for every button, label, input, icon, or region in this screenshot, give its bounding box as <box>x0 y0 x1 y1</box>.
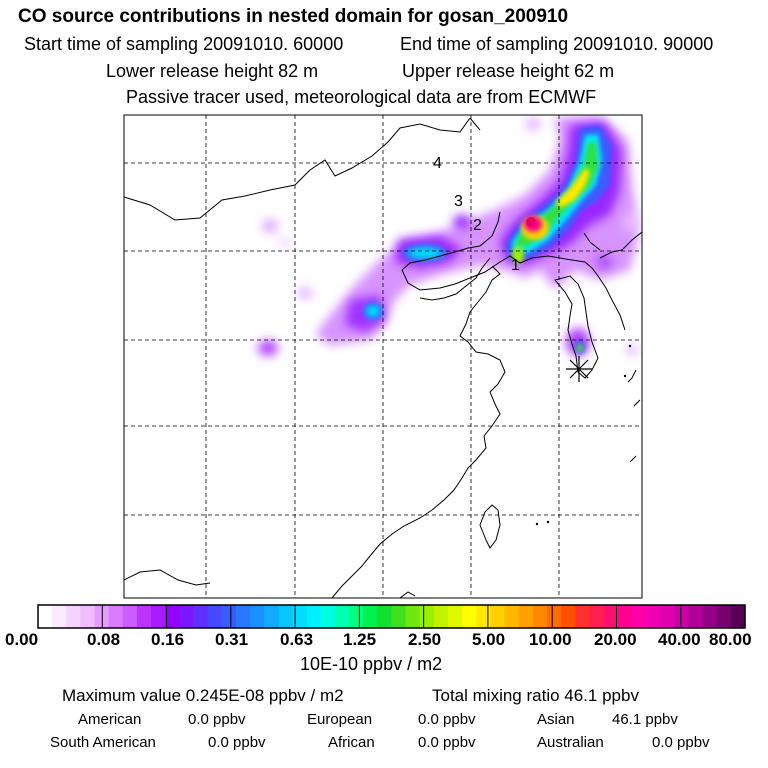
tracer-note: Passive tracer used, meteorological data… <box>126 87 597 107</box>
colorbar-cell <box>221 605 237 628</box>
colorbar-cell <box>448 605 463 628</box>
colorbar-cell <box>108 605 124 628</box>
region-name: African <box>328 734 375 751</box>
tick-label: 5.00 <box>472 630 506 649</box>
region-value: 0.0 ppbv <box>418 734 476 751</box>
colorbar-cell <box>66 605 82 628</box>
colorbar-cell <box>38 605 53 628</box>
region-name: American <box>78 711 142 728</box>
tick-label: 80.00 <box>709 630 752 649</box>
colorbar-cell <box>504 605 520 628</box>
colorbar-cell <box>532 605 548 628</box>
colorbar-cell <box>730 605 746 628</box>
tick-label: 0.08 <box>87 630 121 649</box>
tick-label: 1.25 <box>343 630 377 649</box>
tick-label: 2.50 <box>408 630 442 649</box>
region-value: 0.0 ppbv <box>652 734 710 751</box>
colorbar-cell <box>179 605 195 628</box>
marker-1: 1 <box>511 257 520 274</box>
colorbar-cell <box>136 605 152 628</box>
colorbar-cell <box>660 605 675 628</box>
colorbar-cell <box>363 605 378 628</box>
colorbar-cell <box>716 605 732 628</box>
start-time-label: Start time of sampling 20091010. 60000 <box>24 34 344 54</box>
colorbar-cell <box>207 605 223 628</box>
coastline-layer <box>124 117 642 598</box>
colorbar-cell <box>646 605 661 628</box>
colorbar-cell <box>306 605 322 628</box>
region-value: 0.0 ppbv <box>188 711 246 728</box>
colorbar-unit: 10E-10 ppbv / m2 <box>300 654 443 674</box>
colorbar-cell <box>349 605 364 628</box>
region-name: European <box>307 711 373 728</box>
colorbar-cell <box>165 605 180 628</box>
tick-label: 0.00 <box>5 630 39 649</box>
region-value: 0.0 ppbv <box>418 711 476 728</box>
colorbar-cell <box>334 605 350 628</box>
map-frame <box>123 114 643 599</box>
tick-label: 10.00 <box>529 630 572 649</box>
colorbar-cell <box>264 605 279 628</box>
colorbar-cell <box>235 605 251 628</box>
tick-label: 20.00 <box>594 630 637 649</box>
colorbar-cell <box>603 605 619 628</box>
colorbar-cell <box>151 605 166 628</box>
colorbar-cell <box>419 605 435 628</box>
colorbar-cell <box>575 605 591 628</box>
end-time-label: End time of sampling 20091010. 90000 <box>400 34 714 54</box>
colorbar-cell <box>476 605 492 628</box>
colorbar-cell <box>547 605 562 628</box>
colorbar-cell <box>561 605 576 628</box>
lat-lon-grid <box>124 115 642 598</box>
tick-label: 0.63 <box>280 630 314 649</box>
colorbar-cell <box>433 605 449 628</box>
colorbar-cell <box>122 605 138 628</box>
colorbar-cell <box>377 605 393 628</box>
map-title: CO source contributions in nested domain… <box>18 6 569 27</box>
marker-3: 3 <box>454 193 463 210</box>
tick-label: 0.31 <box>215 630 249 649</box>
colorbar-cell <box>688 605 704 628</box>
upper-release-label: Upper release height 62 m <box>402 61 615 81</box>
region-name: Australian <box>537 734 604 751</box>
colorbar-cell <box>518 605 534 628</box>
tick-label: 0.16 <box>151 630 185 649</box>
receptor-star-icon <box>566 356 592 382</box>
colorbar-cell <box>292 605 308 628</box>
region-value: 46.1 ppbv <box>612 711 678 728</box>
colorbar-tick-labels: 0.00 0.08 0.16 0.31 0.63 1.25 2.50 5.00 … <box>0 630 768 652</box>
colorbar-cell <box>193 605 209 628</box>
maximum-value: Maximum value 0.245E-08 ppbv / m2 <box>62 686 344 705</box>
colorbar-cell <box>631 605 647 628</box>
colorbar-cell <box>405 605 421 628</box>
colorbar-cell <box>490 605 506 628</box>
colorbar-cell <box>462 605 477 628</box>
marker-4: 4 <box>433 155 442 172</box>
colorbar-cell <box>52 605 67 628</box>
colorbar-cell <box>80 605 96 628</box>
region-name: South American <box>50 734 156 751</box>
colorbar-cell <box>617 605 633 628</box>
total-mixing-ratio: Total mixing ratio 46.1 ppbv <box>432 686 639 705</box>
lower-release-label: Lower release height 82 m <box>106 61 319 81</box>
tick-label: 40.00 <box>658 630 701 649</box>
marker-2: 2 <box>473 217 482 234</box>
colorbar-cell <box>702 605 718 628</box>
colorbar-cell <box>589 605 605 628</box>
region-value: 0.0 ppbv <box>208 734 266 751</box>
colorbar-cell <box>391 605 407 628</box>
colorbar-cell <box>320 605 336 628</box>
colorbar-cell <box>250 605 265 628</box>
region-name: Asian <box>537 711 575 728</box>
colorbar-cell <box>674 605 690 628</box>
colorbar-cell <box>278 605 294 628</box>
